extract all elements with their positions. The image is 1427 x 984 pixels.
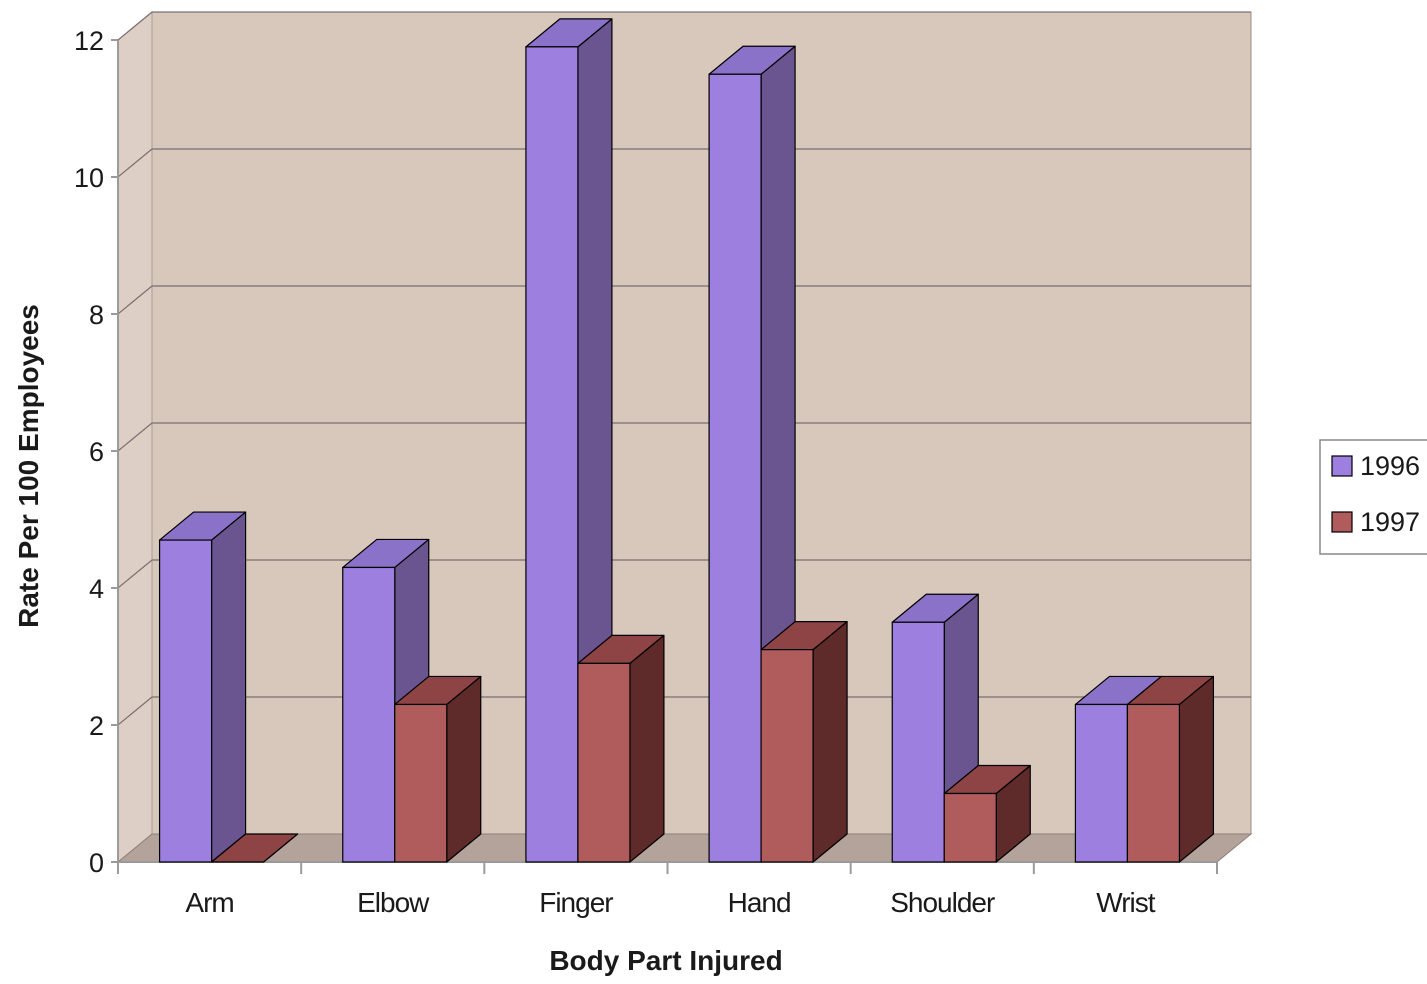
- x-tick-label: Finger: [539, 887, 613, 918]
- gridline: [117, 696, 1251, 726]
- bar-side: [629, 634, 665, 863]
- bar-front: [525, 46, 579, 863]
- y-axis-title: Rate Per 100 Employees: [13, 304, 44, 628]
- bar-side: [210, 511, 247, 863]
- legend-label: 1997: [1360, 507, 1420, 537]
- bar-front: [760, 649, 814, 863]
- y-tick-label: 12: [74, 26, 104, 56]
- legend-label: 1996: [1360, 451, 1420, 481]
- y-axis: 0 2 4 6 8 10 12: [74, 26, 119, 878]
- bar-top: [210, 833, 299, 863]
- y-tick-label: 10: [74, 163, 104, 193]
- gridline: [117, 148, 1251, 178]
- y-tick-label: 6: [89, 437, 104, 467]
- legend: 1996 1997: [1319, 439, 1427, 555]
- bar: [943, 764, 1031, 863]
- bar-side: [812, 621, 848, 863]
- bar-front: [891, 621, 945, 863]
- chart-gridlines: [117, 11, 1251, 726]
- y-tick-label: 0: [89, 848, 104, 878]
- bar-front: [708, 73, 762, 863]
- bar-front: [1126, 703, 1181, 863]
- bar: [1126, 675, 1215, 863]
- gridline: [117, 559, 1251, 589]
- gridline: [117, 285, 1251, 315]
- y-tick-label: 2: [89, 711, 104, 741]
- bar-front: [1074, 703, 1129, 863]
- x-axis-title: Body Part Injured: [549, 945, 782, 976]
- bar: [760, 621, 848, 863]
- y-tick-label: 4: [89, 574, 104, 604]
- x-axis: Arm Elbow Finger Hand Shoulder Wrist: [117, 861, 1218, 918]
- bar: [210, 833, 299, 863]
- bar-side: [446, 675, 482, 863]
- bar-front: [394, 703, 448, 863]
- bar-side: [1178, 675, 1215, 863]
- bar: [158, 511, 247, 863]
- legend-swatch: [1331, 511, 1353, 533]
- bar-front: [158, 539, 213, 863]
- x-tick-label: Hand: [728, 887, 791, 918]
- x-tick-label: Arm: [185, 887, 233, 918]
- bar-front: [577, 662, 631, 863]
- gridline: [117, 422, 1251, 452]
- gridline: [117, 11, 1251, 41]
- bar-front: [943, 792, 997, 863]
- x-tick-label: Elbow: [357, 887, 430, 918]
- bar-front: [342, 566, 396, 863]
- bar: [577, 634, 665, 863]
- y-tick-label: 8: [89, 300, 104, 330]
- x-tick-label: Shoulder: [890, 887, 995, 918]
- x-tick-label: Wrist: [1096, 887, 1155, 918]
- bar: [525, 18, 613, 863]
- bar: [394, 675, 482, 863]
- bars: [158, 18, 1215, 863]
- legend-swatch: [1331, 455, 1353, 477]
